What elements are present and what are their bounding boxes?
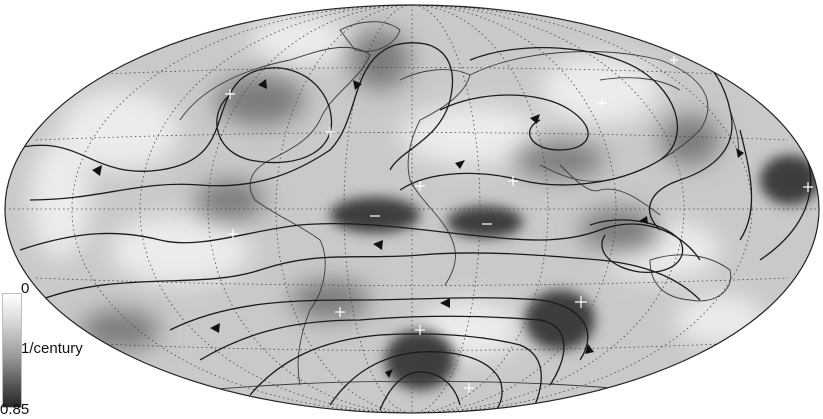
plus-marker	[597, 98, 607, 108]
colorbar	[2, 293, 22, 408]
arrow	[385, 369, 393, 378]
arrow	[373, 240, 383, 250]
plus-marker	[803, 182, 813, 192]
plus-marker	[670, 56, 678, 64]
colorbar-unit-label: 1/century	[21, 340, 83, 357]
plus-marker	[225, 89, 235, 99]
arrow	[585, 344, 594, 354]
plus-marker	[464, 383, 474, 393]
plus-marker	[575, 296, 587, 308]
arrow	[353, 80, 362, 90]
arrow	[455, 160, 465, 169]
plus-markers	[225, 56, 813, 393]
graticule	[5, 5, 819, 413]
flow-arrows	[92, 79, 744, 378]
plus-marker	[415, 181, 425, 191]
arrow	[440, 298, 450, 308]
colorbar-max-label: 0	[21, 280, 30, 297]
plus-marker	[228, 229, 238, 239]
map-outline	[4, 4, 820, 414]
plus-marker	[415, 325, 425, 335]
dark-patches	[330, 155, 819, 390]
arrow	[736, 148, 744, 158]
plus-marker	[508, 176, 518, 186]
arrow	[639, 216, 648, 224]
arrow	[530, 114, 540, 124]
colorbar-min-label: 0.85	[0, 401, 30, 418]
arrow	[92, 165, 102, 176]
arrow	[258, 79, 267, 89]
plus-marker	[335, 307, 345, 317]
plus-marker	[325, 127, 335, 137]
arrow	[210, 323, 220, 333]
